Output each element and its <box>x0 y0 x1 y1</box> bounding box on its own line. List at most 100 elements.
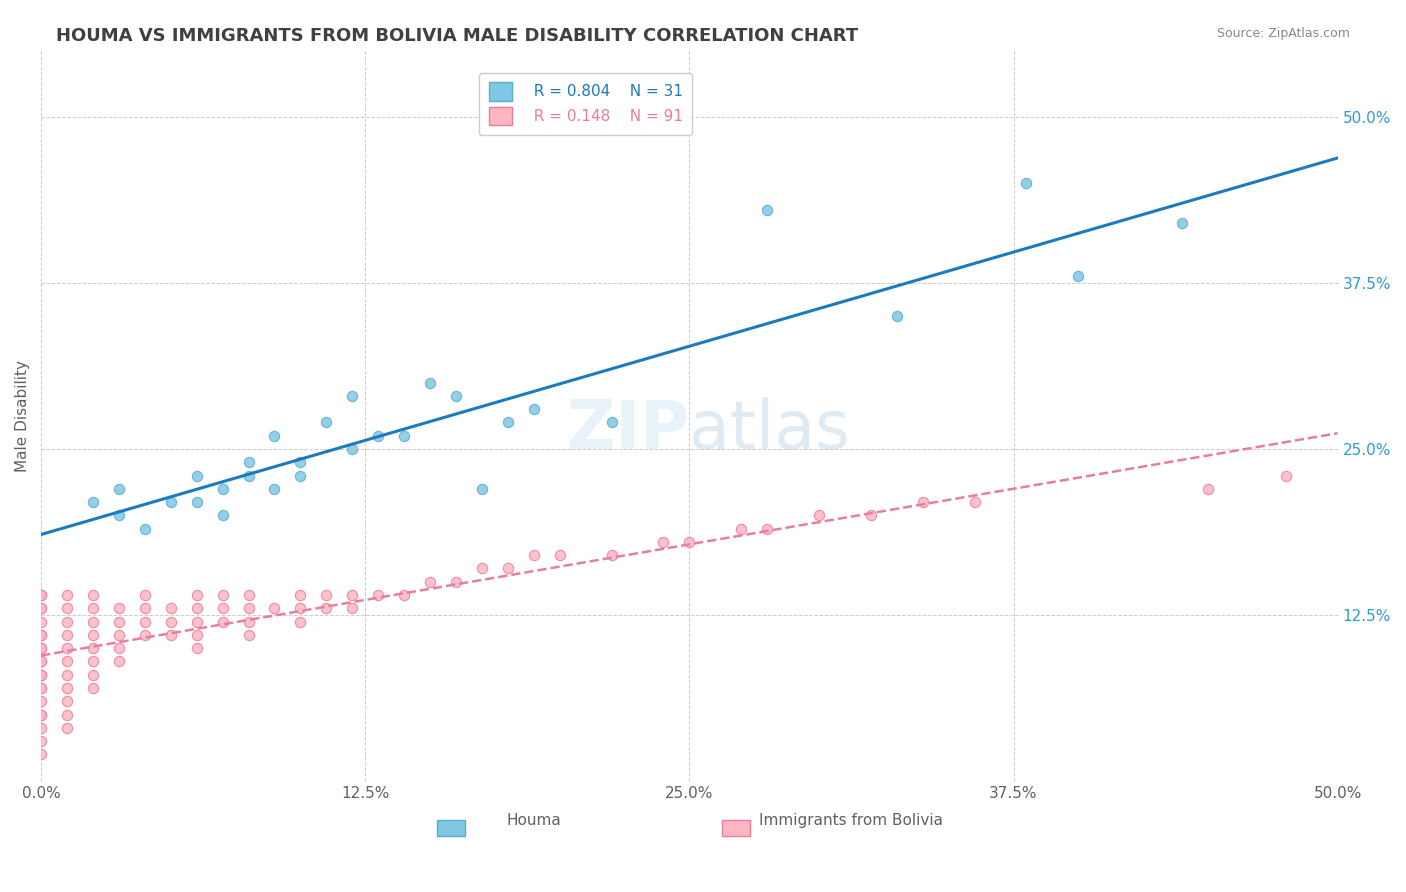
Point <box>342 601 364 615</box>
Point <box>56 588 79 602</box>
Point <box>82 615 104 629</box>
Point <box>134 615 156 629</box>
Point <box>56 654 79 668</box>
Point <box>30 588 52 602</box>
Point <box>238 615 260 629</box>
Point <box>159 628 181 642</box>
Point <box>82 495 104 509</box>
Point <box>30 734 52 748</box>
Point <box>82 654 104 668</box>
Point <box>82 628 104 642</box>
Point <box>56 667 79 681</box>
Point <box>290 601 312 615</box>
Point <box>30 654 52 668</box>
Point <box>56 641 79 656</box>
Point <box>1197 482 1219 496</box>
Point <box>756 522 779 536</box>
Point <box>82 641 104 656</box>
Point <box>108 615 131 629</box>
Point <box>367 428 389 442</box>
Point <box>30 681 52 695</box>
Point <box>238 588 260 602</box>
Point <box>56 694 79 708</box>
Point <box>263 601 285 615</box>
Point <box>56 707 79 722</box>
Point <box>30 588 52 602</box>
Point <box>419 376 441 390</box>
Point <box>30 641 52 656</box>
Point <box>211 482 233 496</box>
Point <box>496 561 519 575</box>
Point <box>963 495 986 509</box>
Point <box>56 628 79 642</box>
Point <box>82 588 104 602</box>
Point <box>471 561 494 575</box>
Point <box>1067 269 1090 284</box>
Point <box>56 601 79 615</box>
Point <box>342 442 364 456</box>
Point <box>108 482 131 496</box>
Point <box>756 202 779 217</box>
Text: Immigrants from Bolivia: Immigrants from Bolivia <box>759 813 943 828</box>
Point <box>1171 216 1194 230</box>
Point <box>238 628 260 642</box>
Point <box>1015 177 1038 191</box>
Y-axis label: Male Disability: Male Disability <box>15 359 30 472</box>
Point <box>186 601 208 615</box>
FancyBboxPatch shape <box>721 820 751 836</box>
Point <box>211 508 233 523</box>
Point <box>159 495 181 509</box>
Point <box>186 615 208 629</box>
Point <box>523 548 546 562</box>
Point <box>82 667 104 681</box>
Point <box>367 588 389 602</box>
Point <box>392 428 415 442</box>
Point <box>808 508 831 523</box>
Point <box>30 641 52 656</box>
Point <box>30 654 52 668</box>
Point <box>56 681 79 695</box>
Point <box>30 707 52 722</box>
Point <box>134 628 156 642</box>
Point <box>30 601 52 615</box>
Point <box>290 455 312 469</box>
Point <box>186 468 208 483</box>
Point <box>30 628 52 642</box>
Point <box>159 601 181 615</box>
Point <box>238 468 260 483</box>
Point <box>56 615 79 629</box>
Point <box>30 681 52 695</box>
Point <box>471 482 494 496</box>
Point <box>159 615 181 629</box>
Point <box>600 416 623 430</box>
Point <box>108 654 131 668</box>
Point <box>211 601 233 615</box>
Point <box>859 508 882 523</box>
Point <box>82 601 104 615</box>
Point <box>30 667 52 681</box>
Point <box>1274 468 1296 483</box>
Text: Source: ZipAtlas.com: Source: ZipAtlas.com <box>1216 27 1350 40</box>
Point <box>211 588 233 602</box>
Point <box>290 615 312 629</box>
Point <box>108 628 131 642</box>
Point <box>108 508 131 523</box>
Point <box>30 694 52 708</box>
Point <box>134 588 156 602</box>
Text: ZIP: ZIP <box>568 398 689 463</box>
Point <box>290 468 312 483</box>
Point <box>30 615 52 629</box>
Point <box>186 641 208 656</box>
Point <box>211 615 233 629</box>
Point <box>315 601 337 615</box>
Point <box>30 747 52 762</box>
Point <box>444 574 467 589</box>
Point <box>652 535 675 549</box>
Point <box>315 588 337 602</box>
Text: Houma: Houma <box>506 813 561 828</box>
Point <box>678 535 700 549</box>
Point <box>342 588 364 602</box>
Point <box>186 628 208 642</box>
Point <box>263 482 285 496</box>
Point <box>290 588 312 602</box>
